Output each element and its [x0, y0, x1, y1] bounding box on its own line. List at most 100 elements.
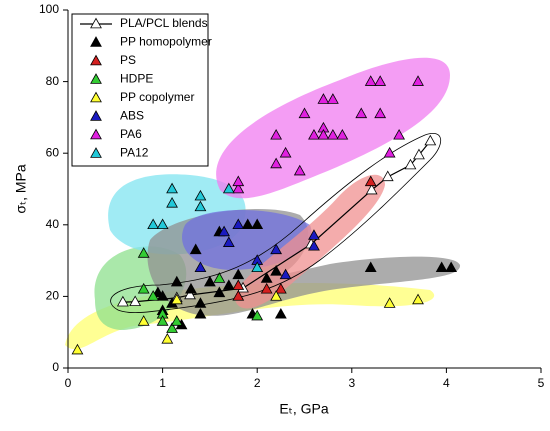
point — [308, 128, 320, 140]
point — [381, 170, 394, 182]
y-tick-label: 60 — [46, 145, 60, 159]
point — [336, 128, 349, 140]
point — [383, 297, 396, 308]
x-tick-label: 3 — [348, 376, 355, 390]
point — [270, 243, 283, 255]
legend-marker — [90, 147, 102, 158]
x-tick-label: 2 — [254, 376, 261, 390]
point — [251, 309, 264, 321]
legend-marker — [90, 128, 102, 140]
point — [194, 189, 207, 201]
point — [251, 218, 264, 230]
point — [260, 272, 273, 283]
y-axis-label: σₜ, MPa — [13, 164, 29, 214]
point — [317, 93, 330, 104]
legend-label: PA6 — [120, 127, 142, 141]
legend-label: HDPE — [120, 72, 153, 86]
region — [216, 57, 450, 199]
legend-marker — [90, 91, 102, 103]
point — [308, 239, 320, 251]
x-tick-label: 4 — [443, 376, 450, 390]
point — [374, 107, 387, 119]
point — [317, 128, 330, 140]
point — [355, 107, 368, 119]
point — [137, 282, 150, 294]
point — [222, 279, 235, 290]
point — [298, 107, 311, 119]
point — [170, 315, 183, 326]
point — [137, 315, 150, 326]
point — [218, 225, 230, 237]
point — [326, 93, 339, 104]
point — [232, 279, 245, 290]
legend-marker — [90, 73, 102, 84]
point — [232, 290, 245, 301]
point — [270, 265, 283, 276]
point — [364, 175, 377, 187]
y-tick-label: 80 — [46, 74, 60, 88]
legend-label: PP homopolymer — [120, 35, 212, 49]
point — [435, 261, 448, 273]
legend-label: PP copolymer — [120, 90, 194, 104]
point — [241, 218, 254, 230]
point — [232, 268, 245, 280]
point — [161, 333, 174, 344]
point — [383, 146, 396, 158]
point — [326, 128, 339, 140]
point — [232, 218, 245, 230]
y-tick-label: 20 — [46, 289, 60, 303]
point — [374, 75, 387, 86]
point — [293, 164, 306, 176]
legend-marker — [90, 110, 102, 121]
point — [412, 75, 424, 86]
point — [404, 158, 417, 170]
point — [222, 236, 235, 247]
point — [251, 261, 264, 273]
point — [156, 290, 169, 301]
point — [166, 197, 178, 208]
point — [445, 261, 458, 273]
point — [279, 268, 292, 280]
legend-marker — [90, 17, 102, 29]
point — [170, 275, 183, 287]
point — [189, 243, 202, 255]
point — [364, 261, 377, 273]
x-tick-label: 1 — [159, 376, 166, 390]
legend-label: ABS — [120, 109, 144, 123]
point — [412, 293, 424, 305]
point — [116, 295, 129, 307]
point — [213, 286, 226, 298]
point — [203, 275, 216, 287]
point — [129, 295, 142, 307]
point — [232, 175, 245, 187]
point — [213, 272, 226, 283]
point — [365, 183, 378, 195]
point — [166, 182, 178, 194]
point — [424, 134, 437, 146]
point — [137, 247, 150, 258]
point — [147, 290, 160, 301]
point — [170, 293, 183, 305]
point — [147, 218, 160, 230]
y-tick-label: 100 — [39, 2, 59, 16]
point — [413, 148, 425, 160]
point — [222, 182, 235, 194]
point — [185, 282, 197, 294]
point — [274, 282, 287, 294]
point — [393, 128, 406, 140]
x-axis-label: Eₜ, GPa — [279, 401, 328, 417]
point — [308, 229, 320, 240]
point — [194, 297, 207, 308]
point — [194, 307, 207, 319]
y-tick-label: 40 — [46, 217, 60, 231]
legend-label: PLA/PCL blends — [120, 16, 208, 30]
point — [232, 182, 245, 194]
legend-marker — [90, 36, 102, 47]
point — [270, 128, 283, 140]
point — [274, 307, 287, 319]
point — [71, 343, 84, 355]
point — [156, 218, 169, 230]
point — [260, 282, 273, 294]
legend-label: PA12 — [120, 146, 149, 160]
